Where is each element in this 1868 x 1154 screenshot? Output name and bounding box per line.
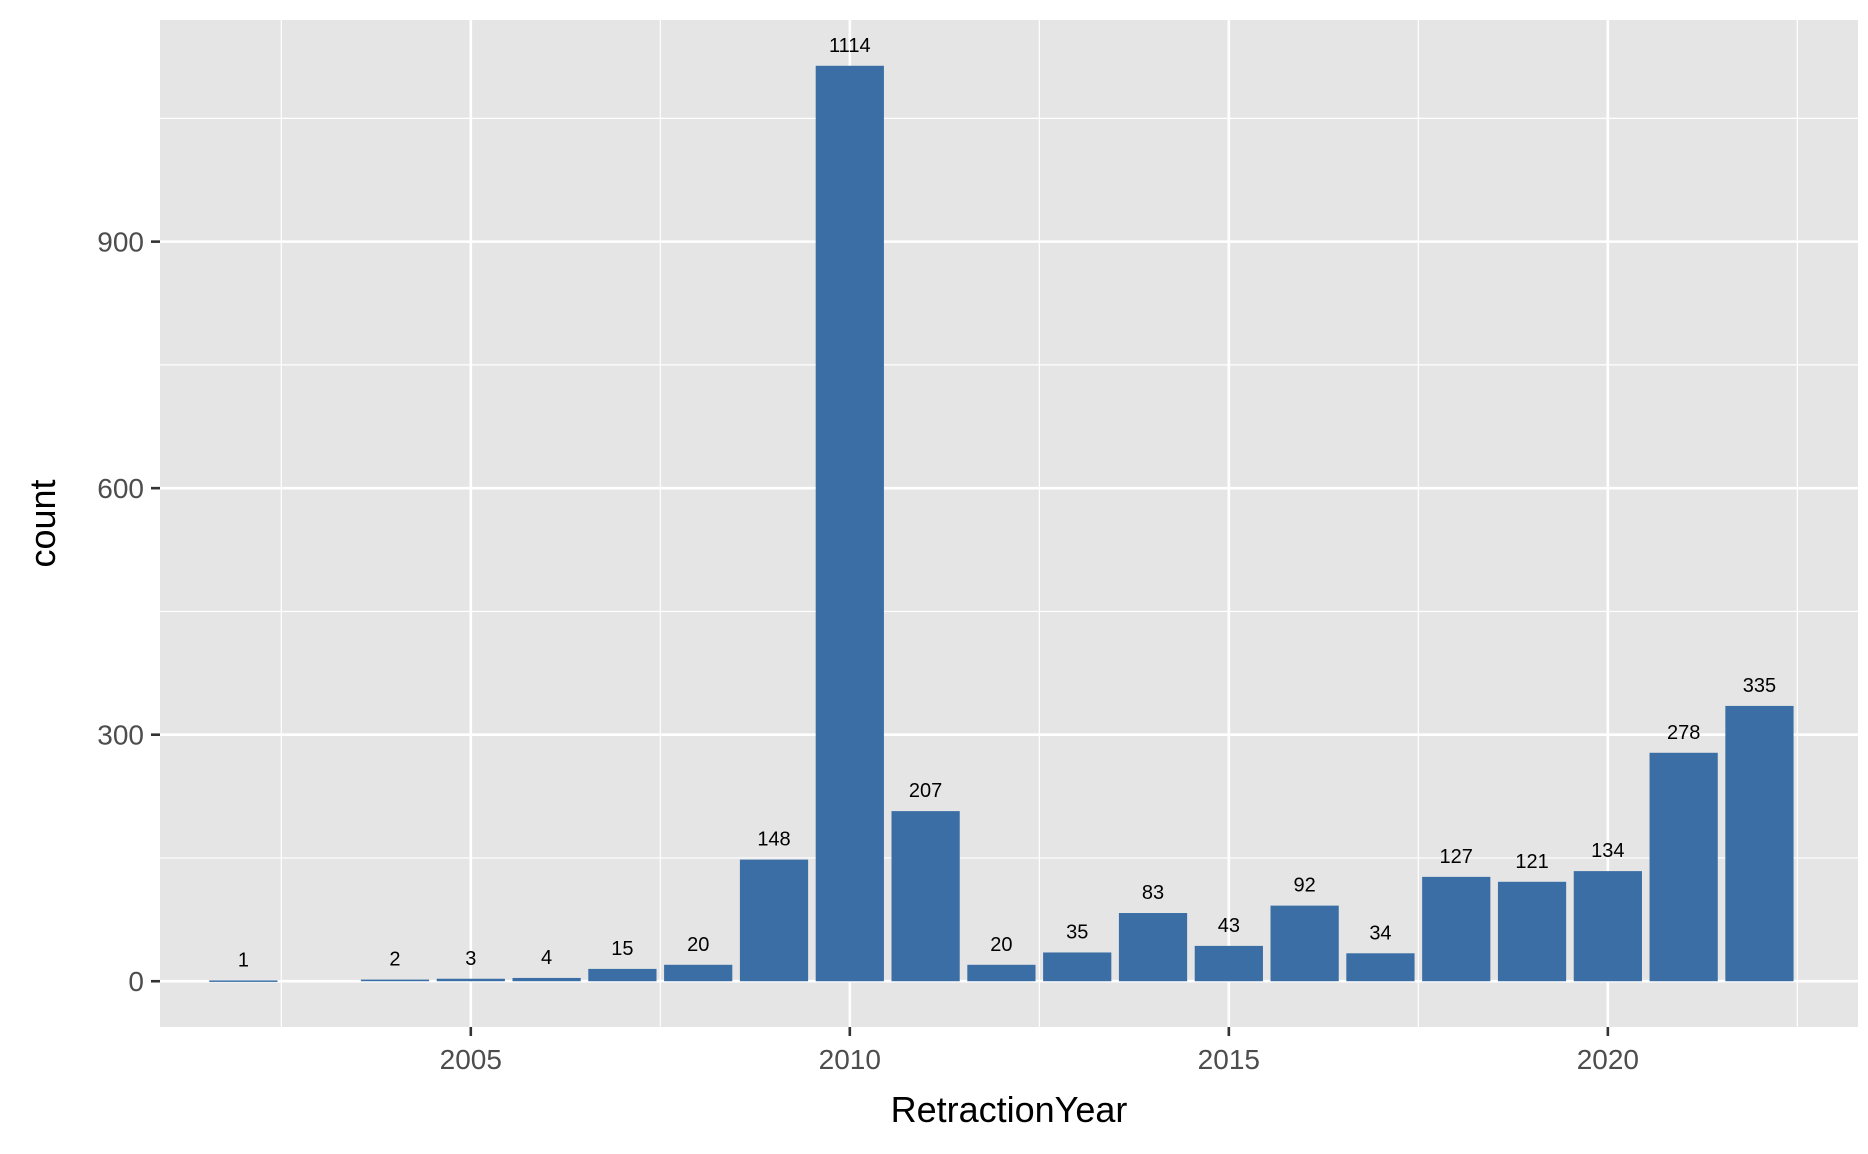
- bar-2020: [1573, 871, 1642, 982]
- bar-2005: [436, 978, 505, 982]
- x-tick-label: 2015: [1198, 1044, 1260, 1075]
- y-tick-label: 900: [97, 227, 144, 258]
- y-tick-label: 600: [97, 473, 144, 504]
- x-tick-label: 2020: [1577, 1044, 1639, 1075]
- minor-gridlines: [160, 20, 1858, 1027]
- bar-2004: [360, 979, 430, 982]
- data-label-2021: 278: [1667, 722, 1700, 744]
- bar-2012: [967, 964, 1036, 982]
- x-tick-label: 2010: [819, 1044, 881, 1075]
- data-label-2006: 4: [541, 947, 552, 969]
- data-label-2019: 121: [1515, 851, 1548, 873]
- data-label-2013: 35: [1066, 921, 1088, 943]
- data-label-2018: 127: [1440, 846, 1473, 868]
- plot-panel: [160, 20, 1858, 1027]
- bar-2007: [588, 968, 657, 982]
- y-tick-label: 300: [97, 720, 144, 751]
- data-label-2012: 20: [990, 934, 1012, 956]
- data-label-2015: 43: [1218, 915, 1240, 937]
- bar-2021: [1649, 752, 1718, 982]
- data-label-2014: 83: [1142, 882, 1164, 904]
- y-axis: 0 300 600 900: [97, 227, 160, 997]
- bar-2010: [815, 65, 884, 982]
- data-label-2005: 3: [465, 948, 476, 970]
- data-label-2009: 148: [757, 829, 790, 851]
- bar-2022: [1725, 705, 1794, 982]
- bar-2011: [891, 811, 960, 982]
- data-label-2004: 2: [389, 949, 400, 971]
- x-tick-label: 2005: [440, 1044, 502, 1075]
- bar-2019: [1497, 881, 1567, 982]
- data-label-2011: 207: [909, 780, 942, 802]
- bar-2009: [739, 859, 809, 982]
- bar-2015: [1194, 945, 1263, 982]
- bar-2018: [1422, 876, 1491, 982]
- data-label-2010: 1114: [829, 35, 871, 57]
- bar-2014: [1118, 913, 1188, 982]
- bar-2008: [664, 964, 733, 982]
- bar-2017: [1346, 953, 1415, 982]
- bar-2006: [512, 977, 581, 982]
- data-label-2022: 335: [1743, 675, 1776, 697]
- data-label-2008: 20: [687, 934, 709, 956]
- bar-2016: [1270, 905, 1339, 982]
- data-label-2007: 15: [611, 938, 633, 960]
- x-axis: 2005 2010 2015 2020: [440, 1027, 1639, 1075]
- bar-2013: [1043, 952, 1112, 982]
- data-label-2020: 134: [1591, 840, 1624, 862]
- bars: [209, 65, 1794, 982]
- data-label-2017: 34: [1369, 922, 1391, 944]
- data-label-2016: 92: [1294, 875, 1316, 897]
- y-tick-label: 0: [128, 966, 144, 997]
- y-axis-title: count: [22, 479, 63, 567]
- x-axis-title: RetractionYear: [891, 1089, 1128, 1130]
- bar-2002: [209, 980, 278, 982]
- data-label-2002: 1: [238, 949, 249, 971]
